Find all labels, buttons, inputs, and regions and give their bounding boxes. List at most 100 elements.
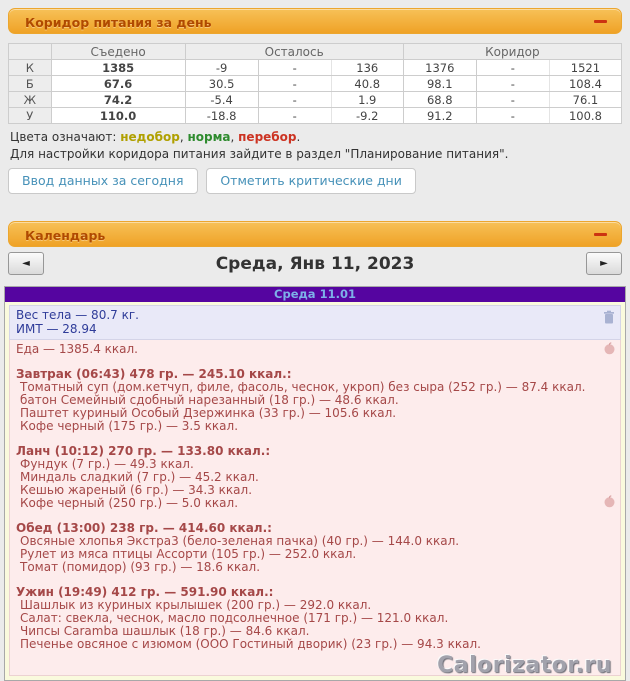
meal-dinner: Обед (13:00) 238 гр. — 414.60 ккал.: Овс…: [16, 522, 600, 574]
meal-item: Паштет куриный Особый Дзержинка (33 гр.)…: [20, 406, 397, 420]
prev-day-button[interactable]: ◄: [8, 252, 44, 275]
eaten-value: 67.6: [50, 75, 186, 92]
corner-cell: [8, 43, 52, 60]
meal-header: Ужин (19:49) 412 гр. — 591.90 ккал.:: [16, 585, 274, 599]
meal-breakfast: Завтрак (06:43) 478 гр. — 245.10 ккал.: …: [16, 368, 600, 433]
meal-item: Шашлык из куриных крылышек (200 гр.) — 2…: [20, 598, 372, 612]
minus-icon: [594, 20, 607, 23]
food-diary-entry: Еда — 1385.4 ккал. Завтрак (06:43) 478 г…: [9, 340, 621, 678]
delete-weight-icon[interactable]: [603, 310, 615, 327]
legend-separator: ,: [179, 130, 188, 144]
meal-item: Салат: свекла, чеснок, масло подсолнечно…: [20, 611, 449, 625]
corridor-max: 76.1: [548, 91, 623, 108]
minimize-button[interactable]: [589, 13, 611, 29]
remaining-min: 30.5: [184, 75, 259, 92]
corridor-max: 100.8: [548, 107, 623, 124]
meal-item: батон Семейный сдобный нарезанный (18 гр…: [20, 393, 399, 407]
meal-header: Ланч (10:12) 270 гр. — 133.80 ккал.:: [16, 444, 271, 458]
eaten-value: 74.2: [50, 91, 186, 108]
legend-prefix: Цвета означают:: [10, 130, 121, 144]
meal-item: Миндаль сладкий (7 гр.) — 45.2 ккал.: [20, 470, 259, 484]
dash-cell: -: [475, 91, 550, 108]
calendar-nav: ◄ Среда, Янв 11, 2023 ►: [8, 252, 622, 276]
meal-item: Томатный суп (дом.кетчуп, филе, фасоль, …: [20, 380, 586, 394]
legend-separator: ,: [230, 130, 239, 144]
meal-supper: Ужин (19:49) 412 гр. — 591.90 ккал.: Шаш…: [16, 586, 600, 651]
corridor-max: 1521: [548, 59, 623, 76]
row-label: К: [8, 59, 52, 76]
remaining-min: -5.4: [184, 91, 259, 108]
meal-header: Обед (13:00) 238 гр. — 414.60 ккал.:: [16, 521, 272, 535]
corridor-min: 68.8: [402, 91, 477, 108]
dash-cell: -: [257, 75, 332, 92]
day-diary-box: Среда 11.01 Вес тела — 80.7 кг. ИМТ — 28…: [4, 286, 626, 681]
meal-item: Томат (помидор) (93 гр.) — 18.6 ккал.: [20, 560, 261, 574]
calendar-panel-title: Календарь: [25, 228, 106, 243]
remaining-max: -9.2: [330, 107, 404, 124]
col-header-eaten: Съедено: [50, 43, 186, 60]
dash-cell: -: [257, 59, 332, 76]
eaten-value: 110.0: [50, 107, 186, 124]
remaining-max: 40.8: [330, 75, 404, 92]
table-row-calories: К 1385 -9 - 136 1376 - 1521: [8, 59, 623, 76]
meal-item: Фундук (7 гр.) — 49.3 ккал.: [20, 457, 194, 471]
day-diary-content: Вес тела — 80.7 кг. ИМТ — 28.94 Еда — 13…: [5, 302, 625, 680]
table-row-fat: Ж 74.2 -5.4 - 1.9 68.8 - 76.1: [8, 91, 623, 108]
meal-item: Кофе черный (175 гр.) — 3.5 ккал.: [20, 419, 239, 433]
day-header-bar: Среда 11.01: [5, 287, 625, 302]
row-label: У: [8, 107, 52, 124]
meal-header: Завтрак (06:43) 478 гр. — 245.10 ккал.:: [16, 367, 292, 381]
legend-end: .: [296, 130, 301, 144]
meal-lunch: Ланч (10:12) 270 гр. — 133.80 ккал.: Фун…: [16, 445, 600, 510]
meal-item: Овсяные хлопья Экстра3 (бело-зеленая пач…: [20, 534, 460, 548]
minus-icon: [594, 233, 607, 236]
corridor-min: 1376: [402, 59, 477, 76]
legend-under: недобор: [120, 130, 180, 144]
remaining-max: 1.9: [330, 91, 404, 108]
color-legend: Цвета означают: недобор, норма, перебор.: [10, 130, 630, 144]
food-total-line: Еда — 1385.4 ккал.: [16, 342, 138, 356]
remaining-min: -9: [184, 59, 259, 76]
eaten-value: 1385: [50, 59, 186, 76]
dash-cell: -: [475, 107, 550, 124]
remaining-max: 136: [330, 59, 404, 76]
corridor-panel-title: Коридор питания за день: [25, 15, 212, 30]
corridor-max: 108.4: [548, 75, 623, 92]
corridor-buttons-row: Ввод данных за сегодня Отметить критичес…: [8, 168, 630, 194]
calorizator-watermark: Calorizator.ru: [437, 653, 612, 678]
enter-data-button[interactable]: Ввод данных за сегодня: [8, 168, 198, 194]
next-day-button[interactable]: ►: [586, 252, 622, 275]
dash-cell: -: [475, 59, 550, 76]
meal-item: Кешью жареный (6 гр.) — 34.3 ккал.: [20, 483, 253, 497]
legend-norm: норма: [187, 130, 231, 144]
col-header-corridor: Коридор: [402, 43, 623, 60]
meal-item: Печенье овсяное с изюмом (ООО Гостиный д…: [20, 637, 481, 651]
bmi-line: ИМТ — 28.94: [16, 322, 97, 336]
current-date-title: Среда, Янв 11, 2023: [215, 254, 415, 274]
dash-cell: -: [257, 91, 332, 108]
dash-cell: -: [475, 75, 550, 92]
settings-note: Для настройки коридора питания зайдите в…: [10, 147, 509, 161]
food-apple-icon[interactable]: [603, 342, 616, 358]
col-header-remaining: Осталось: [184, 43, 404, 60]
body-weight-line: Вес тела — 80.7 кг.: [16, 308, 139, 322]
minimize-button[interactable]: [589, 226, 611, 242]
calendar-panel-header: Календарь: [8, 221, 622, 247]
remaining-min: -18.8: [184, 107, 259, 124]
mark-critical-days-button[interactable]: Отметить критические дни: [206, 168, 416, 194]
corridor-min: 91.2: [402, 107, 477, 124]
weight-entry: Вес тела — 80.7 кг. ИМТ — 28.94: [9, 305, 621, 340]
nutrition-corridor-table: Съедено Осталось Коридор К 1385 -9 - 136…: [8, 43, 623, 124]
food-apple-icon[interactable]: [603, 495, 616, 511]
table-row-carbs: У 110.0 -18.8 - -9.2 91.2 - 100.8: [8, 107, 623, 124]
legend-over: перебор: [238, 130, 297, 144]
meal-item: Рулет из мяса птицы Ассорти (105 гр.) — …: [20, 547, 357, 561]
row-label: Б: [8, 75, 52, 92]
dash-cell: -: [257, 107, 332, 124]
table-row-protein: Б 67.6 30.5 - 40.8 98.1 - 108.4: [8, 75, 623, 92]
table-header-row: Съедено Осталось Коридор: [8, 43, 623, 60]
meal-item: Кофе черный (250 гр.) — 5.0 ккал.: [20, 496, 239, 510]
row-label: Ж: [8, 91, 52, 108]
corridor-min: 98.1: [402, 75, 477, 92]
corridor-panel-header: Коридор питания за день: [8, 8, 622, 34]
